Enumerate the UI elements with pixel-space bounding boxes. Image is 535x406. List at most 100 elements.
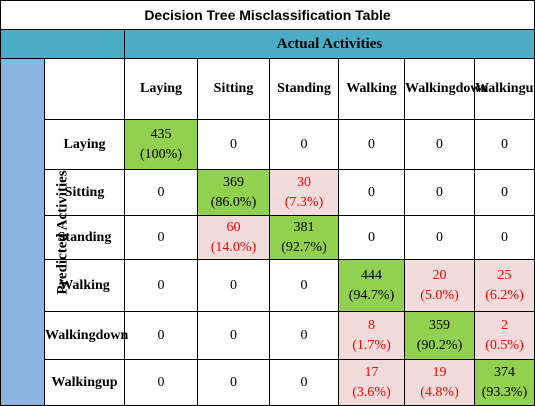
col-header-walking-up: Walkingup xyxy=(473,58,535,120)
col-header-walking-down: Walkingdown xyxy=(404,58,488,120)
count-value: 30 xyxy=(297,174,311,190)
correct-count-cell: 369 (86.0%) xyxy=(197,169,270,216)
zero-count-cell: 0 xyxy=(473,215,535,260)
count-value: 444 xyxy=(361,267,382,283)
percent-value: (92.7%) xyxy=(281,239,327,255)
misclassified-count-cell: 2 (0.5%) xyxy=(473,311,535,360)
count-value: 0 xyxy=(300,277,308,293)
count-value: 0 xyxy=(300,136,308,152)
actual-activities-header: Actual Activities xyxy=(123,29,535,59)
zero-count-cell: 0 xyxy=(338,169,405,216)
percent-value: (6.2%) xyxy=(485,287,524,303)
zero-count-cell: 0 xyxy=(124,169,198,216)
count-value: 0 xyxy=(501,229,508,245)
zero-count-cell: 0 xyxy=(473,119,535,170)
row-header-sitting: Sitting xyxy=(44,169,125,216)
count-value: 8 xyxy=(368,317,375,333)
count-value: 0 xyxy=(436,229,443,245)
zero-count-cell: 0 xyxy=(269,311,339,360)
misclassified-count-cell: 60 (14.0%) xyxy=(197,215,270,260)
zero-count-cell: 0 xyxy=(124,259,198,312)
percent-value: (94.7%) xyxy=(348,287,395,303)
col-header-walking: Walking xyxy=(338,58,405,120)
zero-count-cell: 0 xyxy=(269,259,339,312)
zero-count-cell: 0 xyxy=(404,169,475,216)
col-header-sitting: Sitting xyxy=(197,58,270,120)
zero-count-cell: 0 xyxy=(338,215,405,260)
correct-count-cell: 359 (90.2%) xyxy=(404,311,475,360)
count-value: 0 xyxy=(436,184,443,200)
column-header-row: Predicted Activities Laying Sitting Stan… xyxy=(0,58,535,406)
count-value: 0 xyxy=(157,327,165,343)
count-value: 25 xyxy=(497,267,512,283)
misclassified-count-cell: 8 (1.7%) xyxy=(338,311,405,360)
zero-count-cell: 0 xyxy=(473,169,535,216)
count-value: 0 xyxy=(230,277,237,293)
misclassified-count-cell: 20 (5.0%) xyxy=(404,259,475,312)
table-row: Sitting 0 369 (86.0%) 30 (7.3%) 0 0 0 xyxy=(1,169,535,216)
table-row: Standing 0 60 (14.0%) 381 (92.7%) 0 0 0 xyxy=(1,215,535,260)
predicted-activities-label: Predicted Activities xyxy=(54,170,71,295)
count-value: 359 xyxy=(429,317,450,333)
count-value: 381 xyxy=(293,219,315,235)
zero-count-cell: 0 xyxy=(197,359,270,406)
zero-count-cell: 0 xyxy=(197,119,270,170)
count-value: 0 xyxy=(230,136,237,152)
row-header-walking-up: Walkingup xyxy=(44,359,125,406)
zero-count-cell: 0 xyxy=(197,259,270,312)
percent-value: (86.0%) xyxy=(210,194,257,210)
count-value: 435 xyxy=(150,126,172,142)
table-row: Laying 435 (100%) 0 0 0 0 0 xyxy=(1,119,535,170)
count-value: 0 xyxy=(300,374,308,390)
table-row: Walkingup 0 0 0 17 (3.6%) 19 (4.8%) 374 (93.3%) xyxy=(1,359,535,406)
col-header-standing: Standing xyxy=(269,58,339,120)
zero-count-cell: 0 xyxy=(404,119,475,170)
col-header-laying: Laying xyxy=(124,58,198,120)
count-value: 369 xyxy=(223,174,244,190)
misclassified-count-cell: 25 (6.2%) xyxy=(473,259,535,312)
percent-value: (1.7%) xyxy=(352,337,391,353)
count-value: 0 xyxy=(501,136,508,152)
zero-count-cell: 0 xyxy=(124,359,198,406)
count-value: 60 xyxy=(226,219,241,235)
percent-value: (4.8%) xyxy=(420,384,459,400)
percent-value: (3.6%) xyxy=(352,384,391,400)
misclassified-count-cell: 30 (7.3%) xyxy=(269,169,339,216)
table-row: Walkingdown 0 0 0 8 (1.7%) 359 (90.2%) 2 (0.5%) xyxy=(1,311,535,360)
zero-count-cell: 0 xyxy=(269,119,339,170)
correct-count-cell: 435 (100%) xyxy=(124,119,198,170)
correct-count-cell: 444 (94.7%) xyxy=(338,259,405,312)
percent-value: (100%) xyxy=(140,146,182,162)
misclassified-count-cell: 19 (4.8%) xyxy=(404,359,475,406)
zero-count-cell: 0 xyxy=(338,119,405,170)
zero-count-cell: 0 xyxy=(269,359,339,406)
percent-value: (7.3%) xyxy=(284,194,324,210)
table-title: Decision Tree Misclassification Table xyxy=(0,0,535,30)
count-value: 0 xyxy=(436,136,443,152)
percent-value: (5.0%) xyxy=(420,287,459,303)
count-value: 0 xyxy=(300,327,308,343)
count-value: 20 xyxy=(432,267,447,283)
count-value: 17 xyxy=(364,364,379,380)
count-value: 0 xyxy=(230,374,237,390)
header-band-blank xyxy=(0,29,125,59)
row-header-walking-down: Walkingdown xyxy=(44,311,128,360)
count-value: 0 xyxy=(157,374,165,390)
table-row: Walking 0 0 0 444 (94.7%) 20 (5.0%) 25 (6.2%) xyxy=(1,259,535,312)
correct-count-cell: 374 (93.3%) xyxy=(473,359,535,406)
count-value: 0 xyxy=(157,277,165,293)
percent-value: (0.5%) xyxy=(485,337,524,353)
count-value: 0 xyxy=(368,136,375,152)
misclassified-count-cell: 17 (3.6%) xyxy=(338,359,405,406)
zero-count-cell: 0 xyxy=(124,215,198,260)
count-value: 0 xyxy=(501,184,508,200)
row-header-laying: Laying xyxy=(44,119,125,170)
correct-count-cell: 381 (92.7%) xyxy=(269,215,339,260)
zero-count-cell: 0 xyxy=(124,311,198,360)
count-value: 0 xyxy=(368,229,375,245)
percent-value: (90.2%) xyxy=(416,337,463,353)
corner-cell xyxy=(44,58,125,120)
zero-count-cell: 0 xyxy=(197,311,270,360)
count-value: 374 xyxy=(494,364,515,380)
